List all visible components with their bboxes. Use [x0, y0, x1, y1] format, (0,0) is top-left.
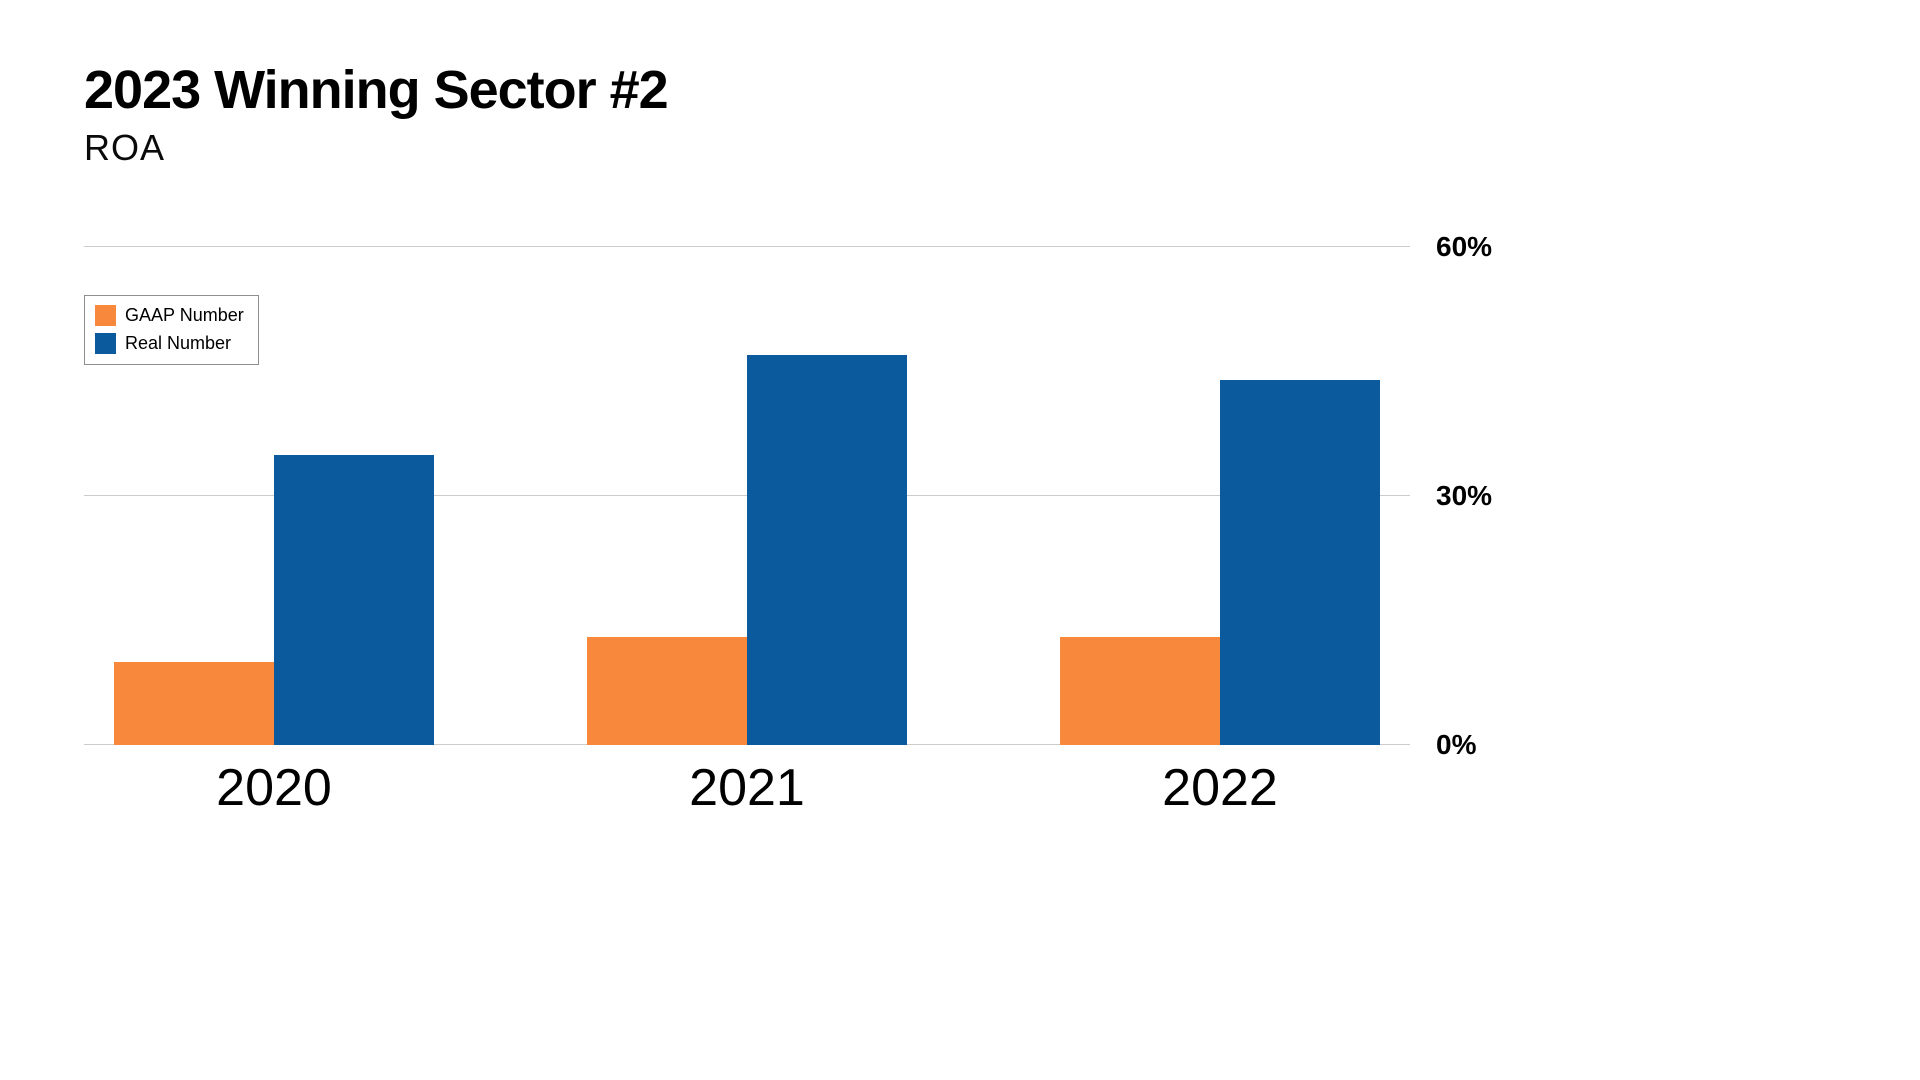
bar-gaap-number-2021: [587, 637, 747, 745]
legend-label-gaap-number: GAAP Number: [125, 305, 244, 325]
legend-swatch-real-number: [95, 333, 116, 354]
bar-real-number-2022: [1220, 379, 1380, 745]
y-axis-label-60-: 60%: [1436, 231, 1493, 262]
bar-group-2021: [587, 247, 907, 745]
legend-item-gaap-number: GAAP Number: [95, 305, 244, 326]
bar-real-number-2020: [274, 454, 434, 745]
x-axis-label-2020: 2020: [216, 759, 332, 817]
y-axis: 0% 30% 60%: [1436, 231, 1556, 760]
gridline-60: [84, 246, 1410, 247]
legend-swatch-gaap-number: [95, 305, 116, 326]
x-axis-label-2022: 2022: [1162, 759, 1278, 817]
bar-real-number-2021: [747, 354, 907, 745]
bar-group-2020: [114, 247, 434, 745]
x-axis-label-2021: 2021: [689, 759, 805, 817]
chart-header: 2023 Winning Sector #2 ROA: [84, 60, 669, 169]
chart-subtitle: ROA: [84, 126, 166, 168]
plot-area: GAAP Number Real Number: [84, 246, 1410, 745]
x-axis: 2020 2021 2022: [84, 758, 1410, 818]
bar-groups: [84, 247, 1410, 745]
bar-group-2022: [1060, 247, 1380, 745]
chart-title: 2023 Winning Sector #2: [84, 60, 669, 120]
bar-gaap-number-2022: [1060, 637, 1220, 745]
legend-item-real-number: Real Number: [95, 333, 244, 354]
y-axis-label-30-: 30%: [1436, 480, 1493, 511]
legend-label-real-number: Real Number: [125, 333, 232, 353]
bar-gaap-number-2020: [114, 662, 274, 745]
chart-legend: GAAP Number Real Number: [84, 295, 259, 365]
y-axis-label-0-: 0%: [1436, 729, 1477, 760]
